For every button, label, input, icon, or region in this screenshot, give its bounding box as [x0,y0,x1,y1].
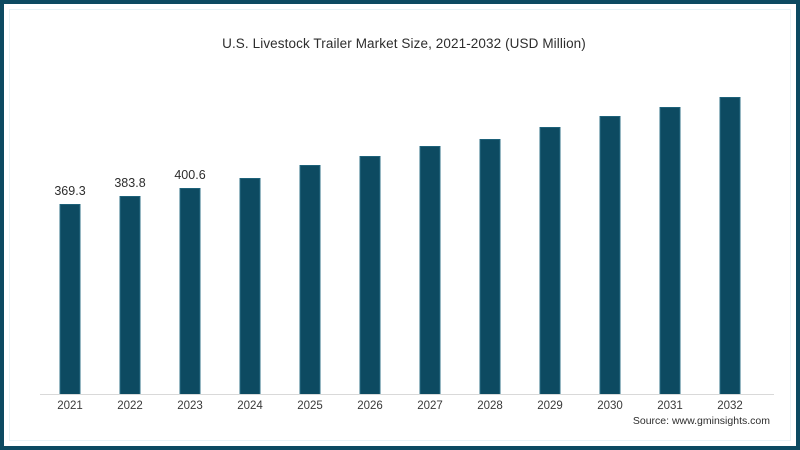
bar-value-label: 383.8 [114,176,146,191]
bar-slot [340,74,400,395]
chart-title: U.S. Livestock Trailer Market Size, 2021… [222,36,586,51]
bar-slot: 369.3 [40,74,100,395]
x-axis-tick-label: 2021 [57,400,83,412]
bar-slot [700,74,760,395]
source-attribution: Source: www.gminsights.com [632,415,770,427]
bar[interactable] [479,139,501,395]
x-axis-tick-label: 2024 [237,400,263,412]
x-axis-tick-label: 2032 [717,400,743,412]
bar-slot [280,74,340,395]
bar-slot [580,74,640,395]
bar-slot [220,74,280,395]
x-axis-tick-label: 2023 [177,400,203,412]
bar-slot [460,74,520,395]
x-axis-line [40,394,774,395]
x-axis-tick-label: 2025 [297,400,323,412]
bar-slot [400,74,460,395]
bar-value-label: 400.6 [174,167,206,182]
x-axis-tick-label: 2022 [117,400,143,412]
bar[interactable] [59,203,81,395]
bar[interactable] [659,107,681,395]
bar[interactable] [179,187,201,395]
bar[interactable] [359,155,381,395]
bar-slot: 383.8 [100,74,160,395]
x-axis-tick-label: 2026 [357,400,383,412]
x-axis-tick-label: 2030 [597,400,623,412]
x-axis-tick-label: 2027 [417,400,443,412]
bar[interactable] [599,115,621,395]
plot-area: 369.3 383.8 400.6 [40,74,772,395]
bar-slot: 400.6 [160,74,220,395]
bar[interactable] [719,96,741,395]
bar[interactable] [299,165,321,395]
bar[interactable] [419,145,441,395]
bar[interactable] [539,127,561,395]
bar-value-label: 369.3 [54,183,86,198]
bar[interactable] [239,177,261,395]
bar-slot [640,74,700,395]
bar[interactable] [119,196,141,395]
x-axis-tick-label: 2029 [537,400,563,412]
bar-slot [520,74,580,395]
x-axis-tick-label: 2028 [477,400,503,412]
x-axis-tick-label: 2031 [657,400,683,412]
